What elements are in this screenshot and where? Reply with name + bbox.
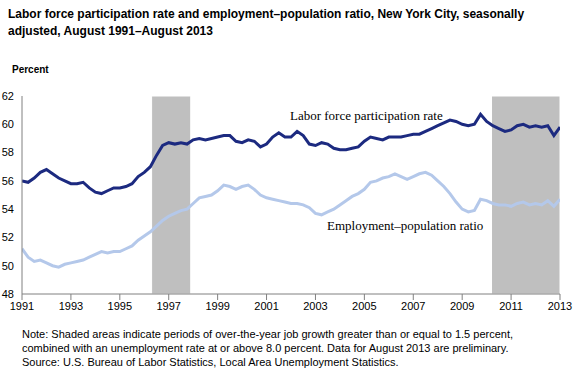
svg-text:52: 52 xyxy=(8,231,14,243)
svg-text:1995: 1995 xyxy=(108,300,132,312)
svg-text:1993: 1993 xyxy=(59,300,83,312)
svg-text:48: 48 xyxy=(8,288,14,300)
svg-text:2005: 2005 xyxy=(352,300,376,312)
svg-text:2001: 2001 xyxy=(254,300,278,312)
html-text:Labor force participation rate: Labor force participation rate and emplo… xyxy=(8,7,525,38)
svg-text:58: 58 xyxy=(8,146,14,158)
svg-text:60: 60 xyxy=(8,118,14,130)
svg-text:2009: 2009 xyxy=(450,300,474,312)
svg-text:1997: 1997 xyxy=(156,300,180,312)
svg-text:1999: 1999 xyxy=(205,300,229,312)
svg-text:2007: 2007 xyxy=(401,300,425,312)
svg-text:2003: 2003 xyxy=(303,300,327,312)
svg-text:2013: 2013 xyxy=(548,300,572,312)
svg-text:2011: 2011 xyxy=(499,300,523,312)
html-text:Percent: Percent xyxy=(12,64,49,75)
svg-text:54: 54 xyxy=(8,203,14,215)
svg-text:50: 50 xyxy=(8,260,14,272)
html-text:Note: Shaded areas indicate pe: Note: Shaded areas indicate periods of o… xyxy=(22,328,513,354)
svg-text:56: 56 xyxy=(8,175,14,187)
html-text:Employment–population ratio: Employment–population ratio xyxy=(327,218,484,233)
html-text:Source: U.S. Bureau of Labor S: Source: U.S. Bureau of Labor Statistics,… xyxy=(22,356,399,368)
html-text:Labor force participation rate: Labor force participation rate xyxy=(290,108,443,123)
svg-text:1991: 1991 xyxy=(10,300,34,312)
svg-text:62: 62 xyxy=(8,90,14,102)
